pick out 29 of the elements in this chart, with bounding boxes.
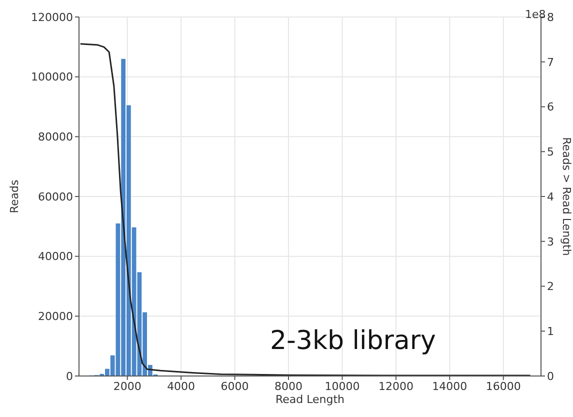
y2-tick-label: 2 (547, 280, 554, 294)
x-tick-label: 2000 (113, 380, 142, 393)
y-tick-label: 100000 (31, 70, 73, 84)
y2-tick-label: 3 (547, 235, 554, 248)
y2-tick-label: 1 (547, 325, 554, 338)
x-tick-label: 6000 (220, 380, 249, 393)
y2-tick-label: 4 (547, 190, 554, 204)
x-tick-label: 10000 (324, 380, 360, 393)
x-tick-label: 16000 (486, 380, 521, 393)
x-tick-label: 14000 (432, 380, 468, 393)
x-tick-label: 8000 (274, 380, 303, 393)
y2-tick-label: 8 (547, 10, 554, 24)
y-tick-label: 40000 (38, 250, 73, 264)
x-tick-label: 12000 (378, 380, 414, 393)
y-tick-label: 120000 (31, 10, 73, 24)
y-tick-label: 0 (66, 370, 73, 383)
y2-tick-label: 0 (547, 370, 554, 383)
y2-tick-label: 6 (547, 100, 554, 114)
x-axis-title: Read Length (275, 393, 345, 406)
x-tick-label: 4000 (167, 380, 196, 393)
annotation: 2-3kb library (270, 326, 436, 356)
y-tick-label: 80000 (38, 130, 73, 144)
y2-tick-label: 7 (547, 56, 554, 69)
y2-tick-label: 5 (547, 146, 554, 159)
y2-axis-title: Reads > Read Length (560, 137, 573, 256)
annotation: 1e8 (525, 8, 546, 21)
y-tick-label: 20000 (38, 310, 73, 324)
y-tick-label: 60000 (38, 190, 73, 204)
y-axis-title: Reads (8, 180, 21, 214)
